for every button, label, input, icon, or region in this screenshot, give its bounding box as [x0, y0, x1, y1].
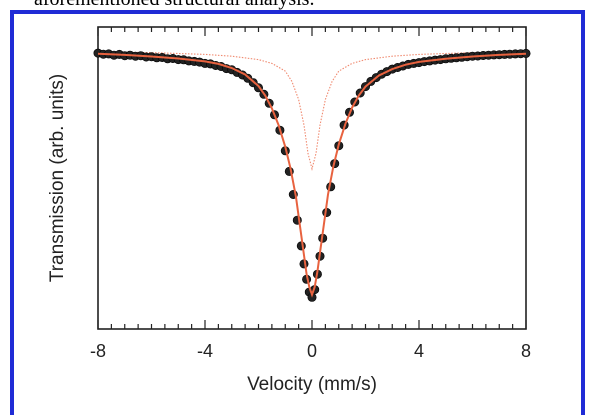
y-axis-label: Transmission (arb. units): [47, 74, 68, 282]
plot-area: [97, 26, 527, 330]
x-axis-label: Velocity (mm/s): [247, 374, 377, 395]
x-tick-labels: -8 -4 0 4 8: [90, 341, 531, 361]
caption-fragment: aforementioned structural analysis.: [34, 0, 314, 11]
axis-ticks: [97, 27, 527, 329]
x-tick-label: -4: [197, 341, 213, 361]
fit-total-line: [97, 52, 527, 298]
x-tick-label: -8: [90, 341, 106, 361]
x-tick-label: 0: [307, 341, 317, 361]
x-tick-label: 8: [521, 341, 531, 361]
data-point: [296, 241, 306, 251]
figure-frame: [10, 10, 585, 415]
x-tick-label: 4: [414, 341, 424, 361]
fit-component-line: [97, 51, 527, 171]
